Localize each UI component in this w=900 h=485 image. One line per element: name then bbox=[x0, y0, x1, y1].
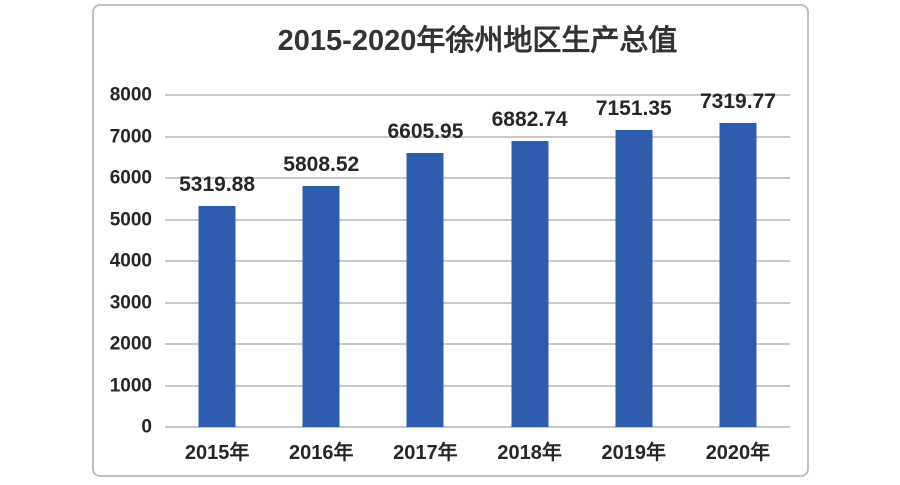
bar-value-label: 5319.88 bbox=[179, 173, 256, 197]
plot-area: 5319.88 5808.52 6605.95 6882.74 7151.35 7319.… bbox=[165, 91, 790, 428]
bar bbox=[511, 141, 549, 427]
bar-value-label: 6882.74 bbox=[491, 108, 568, 132]
bar bbox=[198, 206, 236, 427]
x-tick-label: 2018年 bbox=[497, 442, 562, 464]
gridline bbox=[165, 301, 790, 304]
x-tick-label: 2015年 bbox=[184, 442, 250, 464]
y-tick-label: 1000 bbox=[109, 375, 152, 396]
x-axis: 2015年 2016年 2017年 2018年 2019年 2020年 bbox=[165, 443, 790, 463]
y-tick-label: 0 bbox=[141, 416, 152, 438]
gridline bbox=[165, 260, 790, 262]
gridline bbox=[165, 218, 790, 221]
y-tick-label: 5000 bbox=[109, 209, 152, 230]
bar-slot: 6605.95 bbox=[373, 95, 477, 427]
gridline bbox=[165, 343, 790, 345]
y-tick-label: 3000 bbox=[109, 292, 152, 313]
chart-frame: 2015-2020年徐州地区生产总值 0 1000 2000 3000 4000 5000… bbox=[92, 4, 809, 477]
gridline bbox=[165, 177, 790, 179]
y-tick-label: 7000 bbox=[109, 126, 152, 147]
bar-slot: 7151.35 bbox=[582, 95, 686, 427]
bar bbox=[719, 123, 757, 427]
y-tick-label: 6000 bbox=[109, 167, 152, 189]
y-tick-label: 2000 bbox=[109, 333, 152, 355]
bar-slot: 7319.77 bbox=[686, 91, 790, 427]
y-tick-label: 4000 bbox=[109, 250, 152, 272]
y-axis: 0 1000 2000 3000 4000 5000 6000 7000 8000 bbox=[94, 86, 152, 437]
bar-value-label: 7151.35 bbox=[595, 97, 672, 121]
gridline bbox=[165, 384, 790, 387]
y-tick-label: 8000 bbox=[109, 84, 152, 106]
gridline bbox=[165, 426, 790, 428]
bar-slot: 6882.74 bbox=[478, 95, 582, 427]
gridline bbox=[165, 94, 790, 96]
bar-slot: 5808.52 bbox=[269, 95, 373, 427]
x-tick-label: 2020年 bbox=[705, 442, 771, 464]
x-tick-label: 2019年 bbox=[601, 442, 667, 464]
chart-title: 2015-2020年徐州地区生产总值 bbox=[277, 25, 678, 57]
bar bbox=[406, 152, 444, 427]
bar bbox=[302, 185, 340, 427]
x-tick-label: 2017年 bbox=[393, 442, 458, 464]
bar-series: 5319.88 5808.52 6605.95 6882.74 7151.35 7319.… bbox=[165, 91, 790, 427]
x-tick-label: 2016年 bbox=[289, 442, 354, 464]
bar-value-label: 7319.77 bbox=[699, 90, 776, 114]
bar-value-label: 5808.52 bbox=[283, 152, 360, 176]
bar-slot: 5319.88 bbox=[165, 95, 269, 427]
gridline bbox=[165, 135, 790, 138]
bar bbox=[615, 130, 653, 427]
bar-value-label: 6605.95 bbox=[387, 119, 464, 143]
